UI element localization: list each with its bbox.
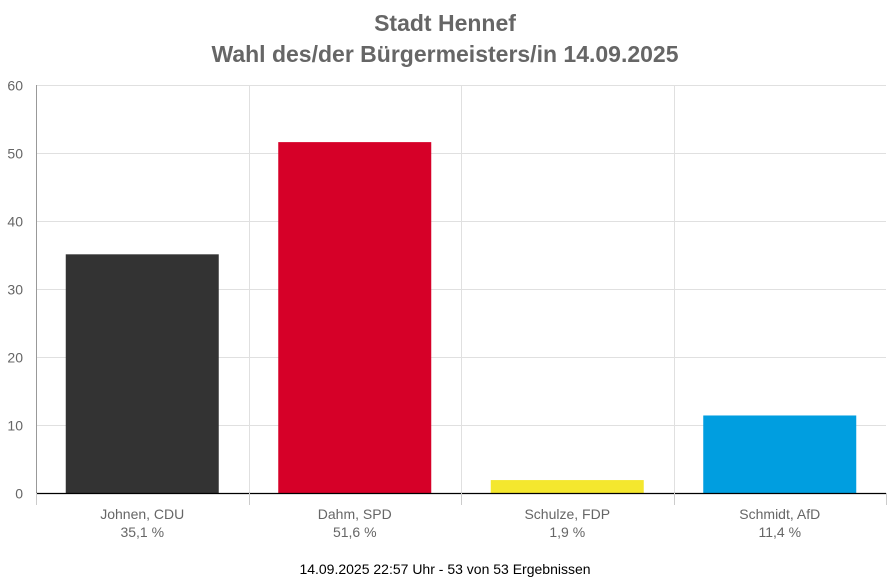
value-label: 1,9 %	[549, 524, 585, 540]
bar-chart: 0 10 20 30 40 50 60 Johnen, CDU 35,1 % Dahm, SPD 5…	[7, 78, 887, 540]
bar-1	[278, 142, 432, 493]
bar-0	[65, 254, 219, 493]
y-tick-label: 60	[7, 78, 23, 94]
chart-subtitle: Wahl des/der Bürgermeisters/in 14.09.202…	[211, 41, 679, 67]
category-label: Johnen, CDU	[100, 506, 184, 522]
category-label: Schmidt, AfD	[739, 506, 820, 522]
y-tick-label: 40	[7, 214, 23, 230]
y-tick-label: 30	[7, 282, 23, 298]
chart-title-block: Stadt Hennef Wahl des/der Bürgermeisters…	[0, 8, 890, 70]
value-label: 11,4 %	[758, 524, 801, 540]
bar-2	[490, 480, 644, 493]
category-label: Schulze, FDP	[524, 506, 610, 522]
chart-footer: 14.09.2025 22:57 Uhr - 53 von 53 Ergebni…	[299, 561, 591, 577]
category-label: Dahm, SPD	[318, 506, 392, 522]
chart-title: Stadt Hennef	[374, 10, 516, 36]
value-label: 51,6 %	[333, 524, 377, 540]
y-tick-label: 0	[15, 486, 23, 502]
value-label: 35,1 %	[120, 524, 164, 540]
y-tick-label: 10	[7, 418, 23, 434]
bar-3	[703, 415, 857, 493]
y-tick-label: 50	[7, 146, 23, 162]
y-tick-label: 20	[7, 350, 23, 366]
